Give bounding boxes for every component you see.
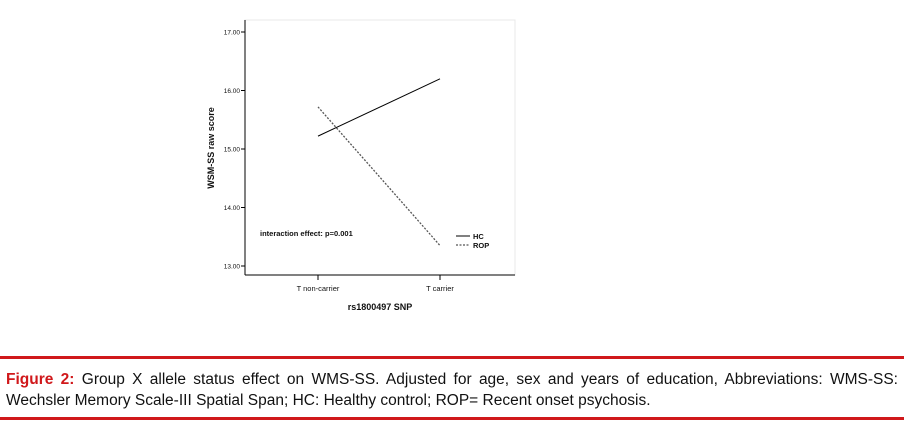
series-line-rop [317,106,441,246]
x-axis-label: rs1800497 SNP [348,302,413,312]
series-line-hc [317,78,441,137]
legend-label-hc: HC [473,232,484,241]
interaction-annotation: interaction effect: p=0.001 [260,229,353,238]
y-tick-label: 14.00 [224,205,241,212]
caption-top-rule [0,356,904,359]
legend: HC ROP [456,232,489,250]
x-tick-label: T carrier [426,284,454,293]
y-tick-label: 17.00 [224,30,241,37]
y-tick-label: 16.00 [224,88,241,95]
y-tick-label: 15.00 [224,147,241,154]
legend-label-rop: ROP [473,241,489,250]
caption-text: Group X allele status effect on WMS-SS. … [6,371,898,409]
y-ticks: 13.00 14.00 15.00 16.00 17.00 [224,30,245,271]
series-lines [317,78,441,246]
y-axis-label: WSM-SS raw score [206,107,216,189]
x-tick-label: T non-carrier [297,284,340,293]
y-tick-label: 13.00 [224,264,241,271]
caption-bottom-rule [0,417,904,420]
x-ticks: T non-carrier T carrier [297,275,454,293]
caption-label: Figure 2: [6,371,75,388]
figure-caption: Figure 2: Group X allele status effect o… [6,369,898,411]
